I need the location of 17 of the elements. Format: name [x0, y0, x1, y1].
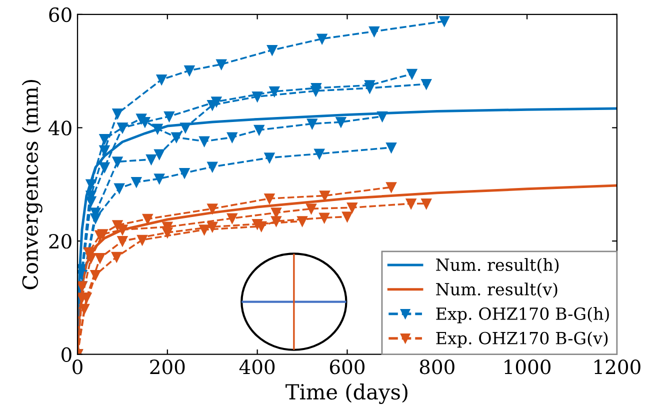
- x-tick-label: 600: [330, 360, 364, 374]
- y-axis-title: Convergences (mm): [22, 80, 42, 290]
- legend-label: Exp. OHZ170 B-G(h): [436, 307, 609, 324]
- y-tick-label: 20: [49, 234, 72, 249]
- y-tick-label: 0: [62, 347, 72, 362]
- x-tick-label: 200: [150, 360, 185, 374]
- x-tick-label: 0: [72, 360, 82, 374]
- x-tick-label: 800: [420, 360, 454, 374]
- x-tick-label: 400: [239, 360, 275, 374]
- legend-label: Num. result(v): [436, 282, 558, 298]
- x-axis-title: Time (days): [286, 384, 408, 404]
- y-tick-label: 40: [48, 120, 72, 136]
- x-tick-label: 1000: [504, 360, 550, 374]
- x-tick-label: 1200: [594, 360, 640, 374]
- legend-label: Num. result(h): [436, 258, 559, 274]
- legend-label: Exp. OHZ170 B-G(v): [436, 332, 608, 348]
- y-tick-label: 60: [49, 7, 72, 22]
